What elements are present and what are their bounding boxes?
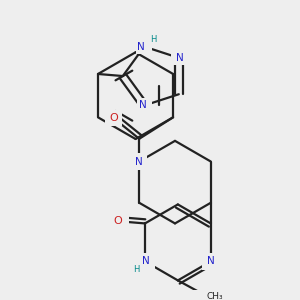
Text: O: O: [114, 216, 122, 226]
Text: O: O: [109, 113, 118, 123]
Text: CH₃: CH₃: [207, 292, 224, 300]
Bar: [202, 253, 219, 270]
Text: H: H: [133, 265, 139, 274]
Text: N: N: [140, 100, 147, 110]
Bar: [171, 50, 186, 65]
Text: H: H: [151, 35, 157, 44]
Text: N: N: [135, 157, 143, 166]
Text: N: N: [137, 42, 145, 52]
Text: N: N: [207, 256, 214, 266]
Bar: [131, 153, 148, 170]
Bar: [135, 253, 155, 270]
Bar: [137, 98, 152, 113]
Bar: [136, 39, 152, 54]
Bar: [111, 212, 129, 230]
Text: N: N: [176, 53, 184, 63]
Text: N: N: [142, 256, 150, 266]
Bar: [105, 110, 122, 126]
